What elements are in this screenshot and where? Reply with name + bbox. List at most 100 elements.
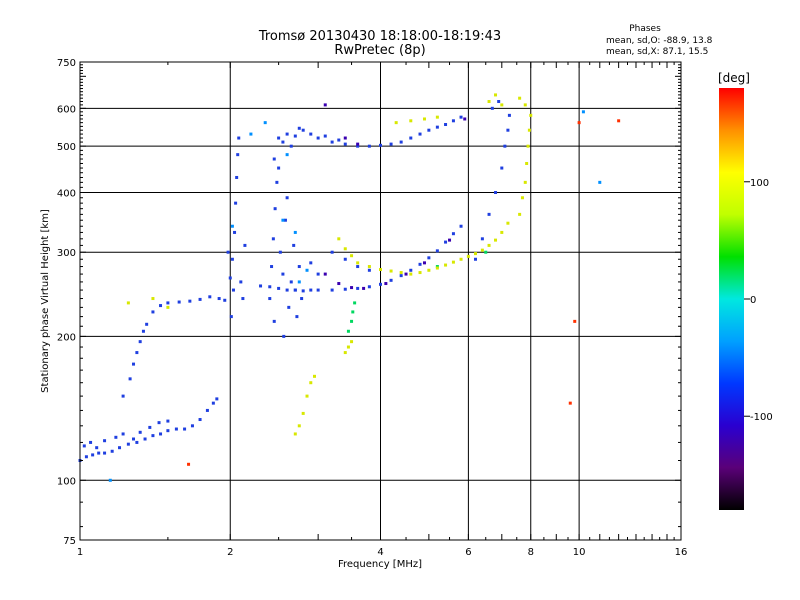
data-point [330,250,334,254]
data-point [301,128,305,132]
x-axis-label: Frequency [MHz] [338,559,422,570]
data-point [309,132,313,136]
data-point [126,442,130,446]
data-point [305,394,309,398]
data-point [295,315,299,319]
data-point [145,322,149,326]
data-point [277,166,281,170]
data-point [356,142,360,146]
data-point [435,125,439,129]
data-point [418,271,422,275]
data-point [301,289,305,293]
data-point [293,134,297,138]
data-point [103,439,107,443]
colorbar-tick-label-2: -100 [750,412,773,423]
data-point [272,157,276,161]
data-point [463,117,467,121]
data-point [166,429,170,433]
data-point [451,119,455,123]
data-point [343,351,347,355]
data-point [350,340,354,344]
data-point [289,144,293,148]
data-point [351,310,355,314]
data-point [233,230,237,234]
data-points [78,93,621,482]
data-point [309,288,313,292]
x-tick-label-2: 4 [377,547,383,558]
data-point [281,272,285,276]
data-point [484,250,488,254]
data-point [97,451,101,455]
colorbar-tick-label-0: 100 [750,178,769,189]
data-point [285,196,289,200]
data-point [287,305,291,309]
x-tick-label-0: 1 [77,547,83,558]
data-point [230,257,234,261]
data-point [316,136,320,140]
data-point [399,140,403,144]
data-point [343,247,347,251]
data-point [226,250,230,254]
data-point [187,462,191,466]
data-point [174,427,178,431]
data-point [241,297,245,301]
y-axis-ticks: 75 100 200 300 400 500 600 750 [57,58,681,547]
data-point [132,437,136,441]
data-point [480,248,484,252]
grid [80,62,681,540]
data-point [309,261,313,265]
data-point [215,397,219,401]
data-point [384,282,388,286]
data-point [362,286,366,290]
y-tick-label-0: 75 [63,536,76,547]
data-point [316,272,320,276]
data-point [367,285,371,289]
data-point [91,453,95,457]
phase-stats-x: mean, sd,X: 87.1, 15.5 [606,47,708,57]
data-point [427,268,431,272]
data-point [337,138,341,142]
title-group: Tromsø 20130430 18:18:00-18:19:43 RwPret… [258,29,501,58]
data-point [389,278,393,282]
colorbar-ticks: 100 0 -100 [744,178,773,423]
data-point [217,297,221,301]
data-point [494,190,498,194]
data-point [573,319,577,323]
phase-stats-o: mean, sd,O: -88.9, 13.8 [606,36,713,46]
data-point [118,446,122,450]
data-point [418,132,422,136]
data-point [110,449,114,453]
data-point [389,142,393,146]
data-point [494,238,498,242]
data-point [330,288,334,292]
data-point [500,166,504,170]
data-point [487,243,491,247]
data-point [353,301,357,305]
data-point [356,265,360,269]
data-point [198,418,202,422]
data-point [183,427,187,431]
data-point [500,103,504,107]
data-point [235,175,239,179]
data-point [188,299,192,303]
data-point [138,430,142,434]
data-point [379,143,382,147]
data-point [389,269,393,273]
y-axis-label: Stationary phase Virtual Height [km] [40,209,51,393]
data-point [159,432,163,436]
data-point [166,305,170,309]
data-point [275,180,279,184]
data-point [268,285,272,289]
data-point [523,103,527,107]
x-axis-ticks: 1 2 4 6 8 10 16 [77,62,687,558]
data-point [346,345,350,349]
data-point [285,288,289,292]
data-point [135,351,139,355]
data-point [527,128,531,132]
data-point [451,260,455,264]
data-point [272,319,276,323]
data-point [568,401,572,405]
data-point [409,268,413,272]
data-point [151,297,155,301]
data-point [128,377,132,381]
